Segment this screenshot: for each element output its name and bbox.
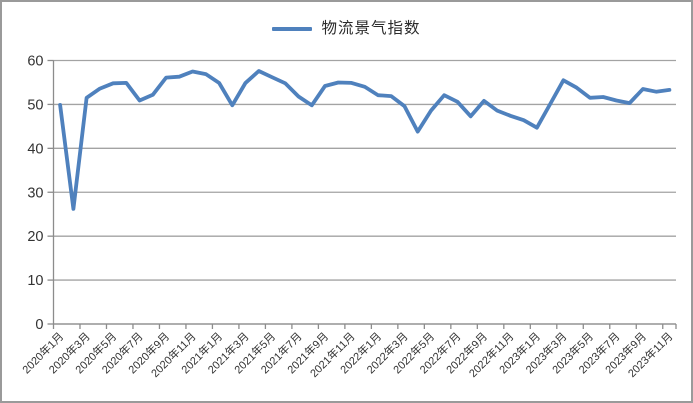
y-axis-label: 40 xyxy=(27,141,43,157)
y-axis-label: 10 xyxy=(27,273,43,289)
y-axis-label: 50 xyxy=(27,97,43,113)
y-axis-label: 30 xyxy=(27,185,43,201)
y-axis-label: 20 xyxy=(27,229,43,245)
y-axis-label: 0 xyxy=(35,317,43,333)
y-axis-label: 60 xyxy=(27,54,43,70)
series-line xyxy=(58,69,672,211)
